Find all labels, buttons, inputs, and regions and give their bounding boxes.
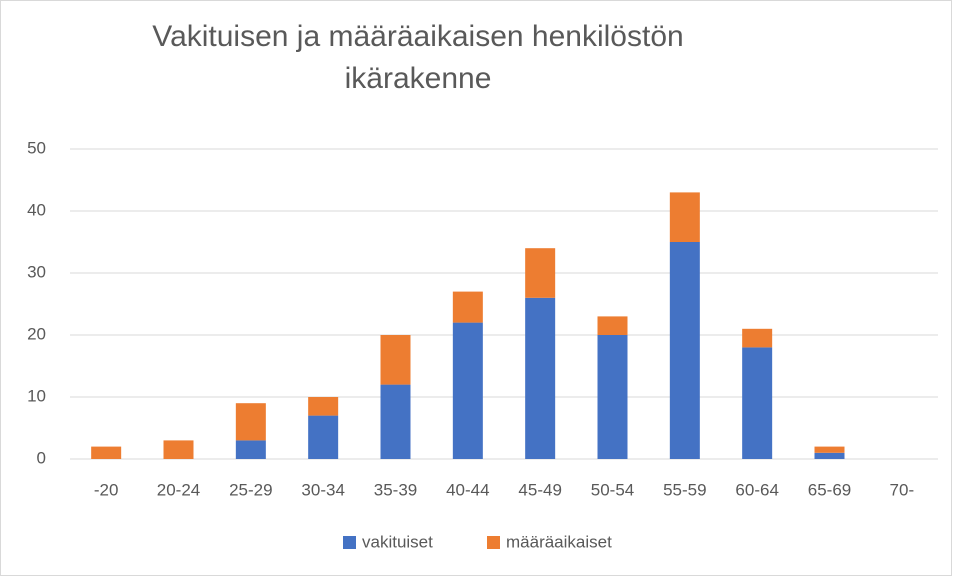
bar-segment: [452, 291, 483, 323]
bar-segment: [380, 335, 411, 385]
bar-segment: [814, 452, 845, 459]
bar-segment: [814, 446, 845, 453]
y-tick-label: 30: [27, 262, 46, 281]
bar-segment: [235, 440, 266, 459]
bar-segment: [525, 248, 556, 298]
x-tick-label: 50-54: [591, 480, 634, 499]
x-tick-label: -20: [94, 480, 119, 499]
bar-segment: [597, 335, 628, 459]
bar-segment: [669, 242, 700, 459]
x-tick-label: 70-: [890, 480, 915, 499]
y-tick-label: 0: [37, 448, 46, 467]
bar-segment: [380, 384, 411, 459]
y-tick-label: 50: [27, 138, 46, 157]
x-tick-label: 65-69: [808, 480, 851, 499]
bar-segment: [525, 297, 556, 459]
x-tick-label: 20-24: [157, 480, 200, 499]
x-tick-label: 35-39: [374, 480, 417, 499]
y-tick-label: 10: [27, 386, 46, 405]
bar-segment: [308, 397, 339, 416]
chart-title: Vakituisen ja määräaikaisen henkilöstön …: [152, 20, 684, 95]
bar-segment: [669, 192, 700, 242]
x-tick-label: 60-64: [735, 480, 778, 499]
legend-swatch: [343, 536, 356, 549]
x-tick-label: 55-59: [663, 480, 706, 499]
bar-segment: [91, 446, 122, 459]
x-tick-label: 30-34: [301, 480, 344, 499]
legend-label: vakituiset: [362, 532, 433, 551]
x-tick-label: 45-49: [518, 480, 561, 499]
bar-segment: [452, 322, 483, 459]
y-tick-label: 40: [27, 200, 46, 219]
legend-swatch: [487, 536, 500, 549]
bar-segment: [742, 347, 773, 459]
bar-segment: [308, 415, 339, 459]
x-tick-label: 40-44: [446, 480, 489, 499]
bar-segment: [597, 316, 628, 335]
y-tick-label: 20: [27, 324, 46, 343]
legend-label: määräaikaiset: [506, 532, 612, 551]
x-tick-label: 25-29: [229, 480, 272, 499]
bar-segment: [163, 440, 194, 459]
bar-segment: [742, 328, 773, 348]
bar-segment: [235, 403, 266, 441]
